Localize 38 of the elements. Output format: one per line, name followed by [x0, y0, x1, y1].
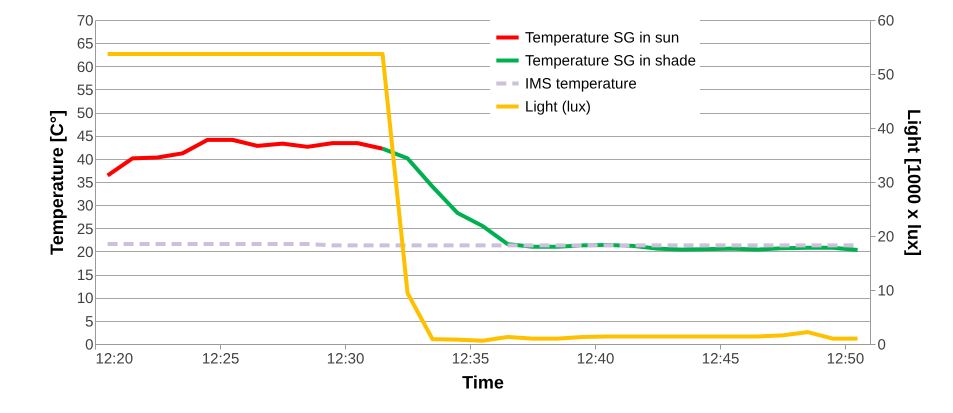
legend-label: Temperature SG in sun	[525, 30, 680, 46]
x-tick-label: 12:25	[202, 350, 240, 368]
y-tick-label: 55	[76, 82, 94, 99]
line-series	[106, 138, 385, 178]
x-tick-label: 12:30	[326, 350, 364, 368]
y-tick-label: 25	[76, 220, 94, 238]
y-tick-label: 5	[85, 313, 94, 330]
y-tick-label: 15	[76, 267, 94, 284]
y2-axis-title: Light [1000 x lux]	[904, 108, 924, 256]
y2-tick-label: 0	[878, 336, 886, 354]
y-tick-label: 10	[76, 290, 94, 308]
y2-tick-label: 60	[878, 12, 894, 30]
y2-tick-label: 50	[878, 66, 894, 84]
y-tick-label: 50	[76, 105, 94, 122]
y-tick-label: 65	[76, 36, 94, 53]
y2-tick-label: 30	[878, 174, 894, 192]
y2-tick-label: 20	[878, 228, 894, 246]
y-tick-label: 45	[76, 128, 94, 146]
y-tick-label: 70	[76, 12, 94, 30]
y-tick-label: 60	[76, 58, 94, 76]
y-tick-label: 35	[76, 174, 94, 192]
y-axis-title: Temperature [C°]	[46, 110, 67, 255]
y-tick-label: 40	[76, 151, 94, 168]
x-tick-label: 12:35	[452, 350, 490, 368]
y-tick-label: 0	[85, 336, 94, 354]
y2-tick-label: 40	[878, 120, 894, 138]
x-tick-label: 12:45	[702, 350, 740, 368]
y-tick-label: 30	[76, 198, 94, 215]
legend-label: Light (lux)	[525, 98, 591, 116]
x-tick-label: 12:20	[96, 350, 134, 368]
legend-label: Temperature SG in shade	[525, 52, 696, 70]
x-tick-label: 12:40	[576, 350, 614, 368]
line-series	[106, 52, 860, 343]
y-tick-label: 20	[76, 244, 94, 261]
y2-tick-label: 10	[878, 282, 894, 300]
x-tick-label: 12:50	[826, 350, 864, 368]
x-axis-title: Time	[462, 372, 504, 392]
legend-label: IMS temperature	[525, 76, 637, 92]
